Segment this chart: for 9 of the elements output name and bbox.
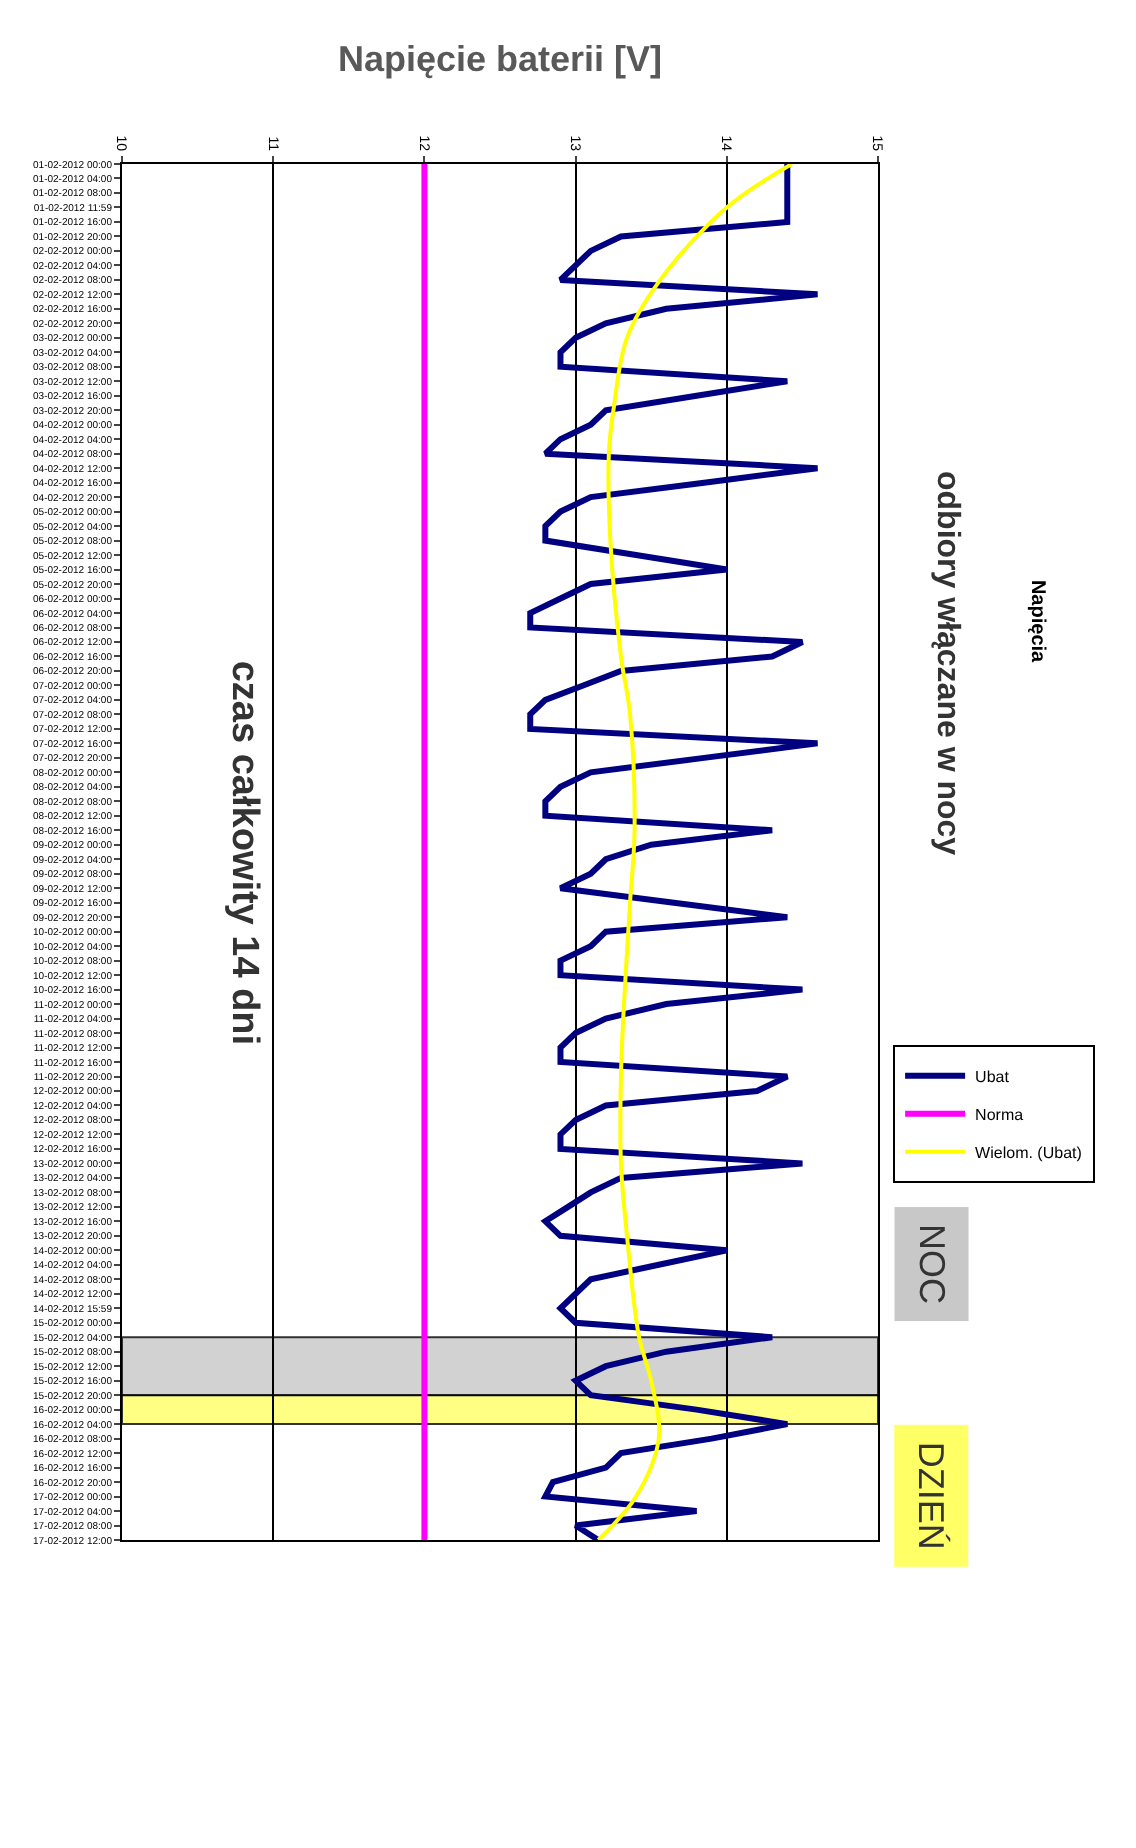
chart-title: Napięcie baterii [V]	[337, 39, 663, 80]
band-label: DZIEŃ	[911, 1441, 952, 1550]
annotation: czas całkowity 14 dni	[223, 660, 266, 1046]
legend-label: Ubat	[975, 1067, 1011, 1086]
band-label: NOC	[911, 1224, 952, 1305]
text: Napięcia	[1025, 579, 1048, 664]
text: odbiory włączane w nocy	[930, 471, 965, 856]
legend-label: Wielom. (Ubat)	[975, 1143, 1083, 1162]
legend-label: Norma	[975, 1105, 1025, 1124]
